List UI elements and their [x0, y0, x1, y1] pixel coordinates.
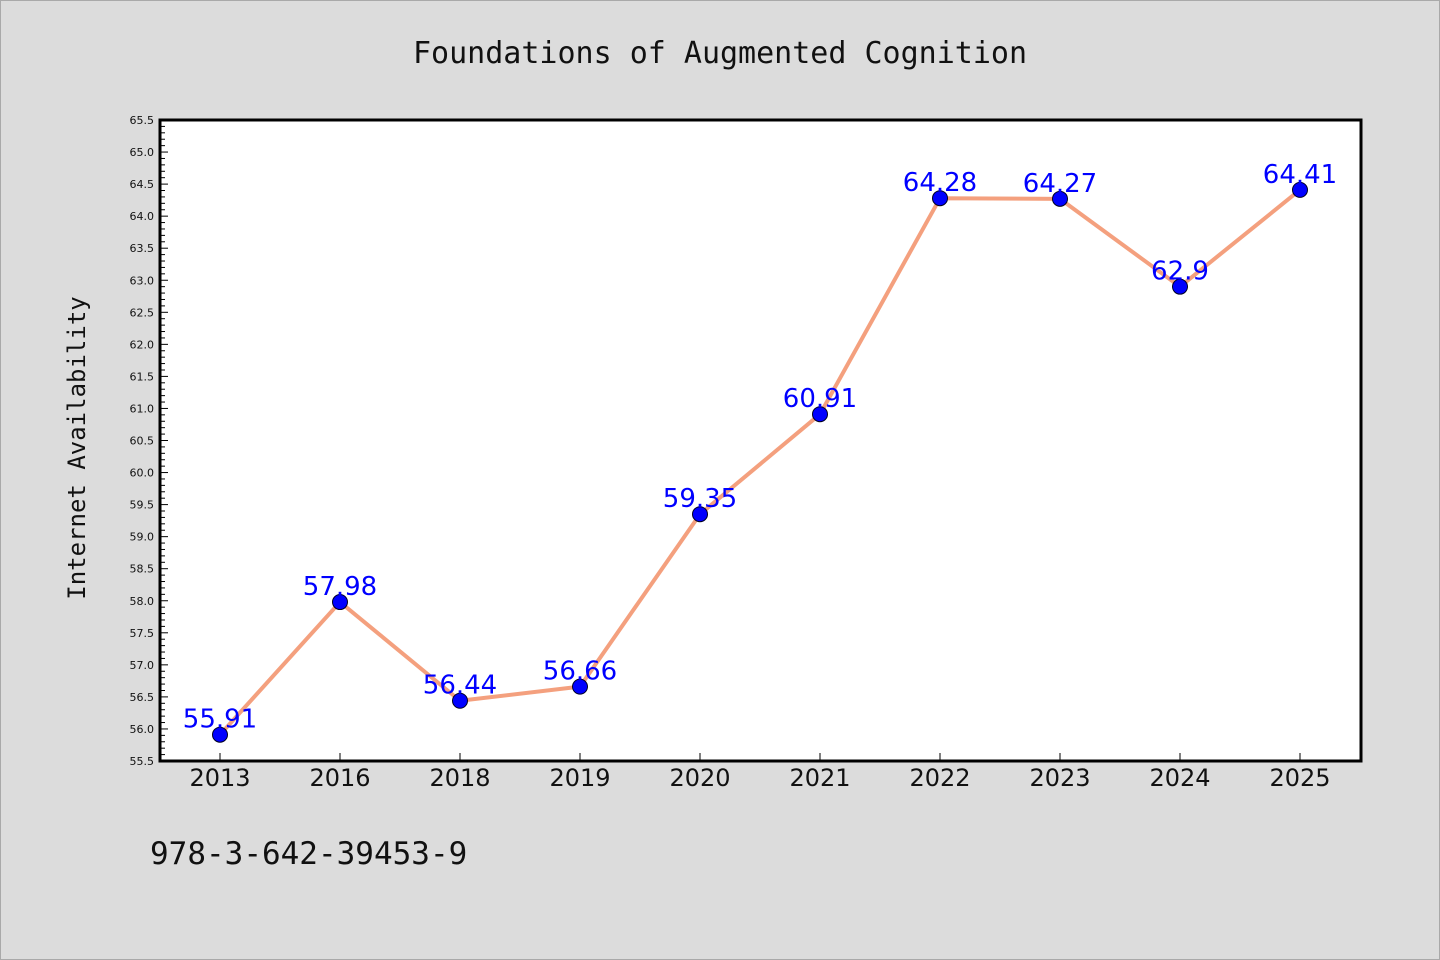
isbn-text: 978-3-642-39453-9: [150, 836, 467, 872]
y-tick-label: 56.0: [130, 723, 155, 736]
x-axis-ticks: 2013 2016 2018 2019 2020 2021 2022 2023 2024 2025: [189, 753, 1331, 792]
data-label: 64.27: [1023, 169, 1097, 199]
series-layer: 55.91 57.98 56.44 56.66 59.35 60.91 64.28 64.27…: [183, 160, 1337, 743]
y-tick-label: 58.5: [130, 563, 155, 576]
x-tick-label: 2025: [1269, 764, 1330, 792]
data-point: [932, 190, 948, 207]
x-tick-label: 2013: [189, 764, 250, 792]
plot-area: [158, 118, 1363, 763]
y-tick-label: 64.5: [130, 178, 155, 191]
data-label: 57.98: [303, 572, 377, 602]
data-point: [1172, 278, 1188, 295]
y-tick-label: 62.0: [130, 338, 155, 351]
data-point: [1052, 190, 1068, 207]
y-tick-label: 58.0: [130, 595, 155, 608]
x-tick-label: 2016: [309, 764, 370, 792]
data-label: 64.28: [903, 168, 977, 198]
x-tick-label: 2020: [669, 764, 730, 792]
chart-title: Foundations of Augmented Cognition: [413, 36, 1027, 71]
y-tick-label: 59.5: [130, 499, 155, 512]
data-point: [812, 406, 828, 423]
data-label: 55.91: [183, 705, 257, 735]
x-tick-label: 2022: [909, 764, 970, 792]
y-tick-label: 62.5: [130, 306, 155, 319]
y-tick-label: 63.5: [130, 242, 155, 255]
data-label: 64.41: [1263, 160, 1337, 190]
data-label: 56.66: [543, 657, 617, 687]
y-tick-label: 61.5: [130, 370, 155, 383]
y-tick-label: 59.0: [130, 531, 155, 544]
y-tick-label: 57.0: [130, 659, 155, 672]
data-label: 56.44: [423, 671, 497, 701]
y-axis-ticks: 55.5 56.0 56.5 57.0 57.5 58.0 58.5 59.0 59.5 60.0…: [130, 114, 168, 768]
y-tick-label: 64.0: [130, 210, 155, 223]
y-tick-label: 63.0: [130, 274, 155, 287]
data-point: [452, 692, 468, 709]
x-tick-label: 2024: [1149, 764, 1210, 792]
y-tick-label: 60.0: [130, 467, 155, 480]
y-tick-label: 55.5: [130, 755, 155, 768]
data-point: [332, 594, 348, 611]
data-label: 62.9: [1151, 257, 1209, 287]
y-tick-label: 60.5: [130, 435, 155, 448]
y-tick-label: 57.5: [130, 627, 155, 640]
data-point: [692, 506, 708, 523]
y-tick-label: 56.5: [130, 691, 155, 704]
y-tick-label: 65.0: [130, 146, 155, 159]
y-tick-label: 61.0: [130, 402, 155, 415]
data-label: 60.91: [783, 384, 857, 414]
y-axis-label: Internet Availability: [63, 296, 91, 599]
x-tick-label: 2019: [549, 764, 610, 792]
x-tick-label: 2023: [1029, 764, 1090, 792]
series-line: [218, 187, 1302, 737]
y-tick-label: 65.5: [130, 114, 155, 127]
data-label: 59.35: [663, 484, 737, 514]
x-tick-label: 2018: [429, 764, 490, 792]
x-tick-label: 2021: [789, 764, 850, 792]
data-point: [1292, 181, 1308, 198]
data-point: [212, 726, 228, 743]
data-point: [572, 678, 588, 695]
